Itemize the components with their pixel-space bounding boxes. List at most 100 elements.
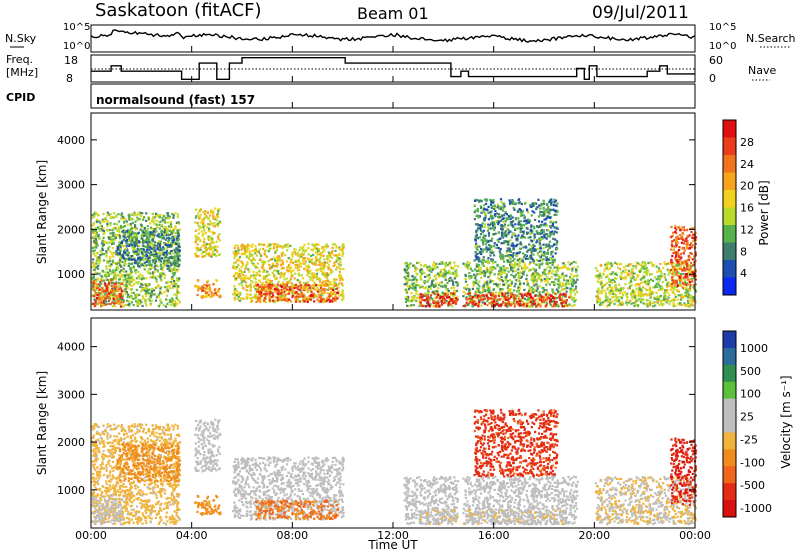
power-cell-0	[121, 273, 124, 277]
power-cell-5	[335, 260, 338, 263]
power-cell-7	[440, 261, 443, 264]
power-cell-5	[252, 270, 255, 274]
power-cell-7	[412, 282, 416, 285]
power-cell-0	[159, 252, 162, 255]
power-cell-9	[555, 231, 559, 234]
cpid-label: CPID	[6, 91, 35, 104]
power-cell-8	[554, 303, 557, 306]
power-cell-0	[169, 221, 172, 224]
power-cell-5	[316, 269, 319, 272]
power-cell-0	[147, 268, 150, 271]
power-cell-0	[130, 288, 133, 291]
power-cell-7	[498, 270, 501, 273]
power-cell-3	[212, 217, 215, 220]
power-cell-2	[127, 231, 130, 234]
power-cell-5	[261, 281, 264, 285]
power-cell-5	[272, 247, 275, 250]
power-cell-8	[520, 293, 523, 296]
power-cell-1	[103, 290, 106, 293]
power-cell-7	[483, 289, 486, 292]
power-cell-7	[406, 295, 410, 298]
power-cell-5	[322, 268, 325, 271]
power-cell-0	[118, 220, 121, 223]
power-cell-8	[427, 303, 430, 307]
power-cell-2	[162, 253, 165, 256]
power-cell-0	[96, 252, 99, 255]
power-cell-2	[151, 259, 154, 262]
power-cell-0	[100, 303, 103, 306]
power-cell-6	[336, 297, 339, 300]
power-cell-0	[129, 279, 132, 282]
power-cell-5	[289, 261, 292, 264]
power-cell-0	[129, 273, 132, 276]
power-cell-6	[271, 294, 275, 297]
power-cell-0	[93, 215, 96, 218]
power-cell-9	[487, 205, 490, 208]
power-cell-9	[483, 225, 486, 228]
power-cell-5	[250, 300, 254, 303]
power-cell-5	[321, 267, 324, 270]
power-cell-5	[296, 269, 300, 272]
power-cell-7	[505, 275, 508, 278]
power-cell-0	[141, 287, 144, 290]
power-cell-7	[506, 266, 509, 270]
power-cell-0	[174, 227, 177, 230]
power-cell-7	[532, 288, 535, 291]
power-cell-5	[274, 251, 277, 254]
power-cell-3	[203, 224, 206, 227]
power-cell-9	[510, 243, 513, 246]
power-cell-3	[210, 241, 213, 244]
power-cell-7	[518, 261, 521, 264]
power-cell-5	[324, 280, 327, 283]
nsky-tick-bottom: 10^0	[63, 41, 90, 52]
power-cell-9	[510, 236, 513, 239]
power-cell-5	[329, 281, 332, 284]
power-cell-7	[489, 302, 492, 305]
power-cell-5	[235, 278, 238, 281]
power-cell-0	[105, 250, 108, 253]
power-cell-0	[99, 254, 102, 257]
power-cell-7	[497, 286, 500, 289]
power-cell-7	[447, 304, 450, 307]
power-cell-0	[98, 290, 101, 293]
power-cell-5	[263, 262, 266, 265]
power-cell-2	[121, 230, 124, 233]
power-cell-0	[94, 246, 97, 249]
power-cell-7	[537, 277, 540, 280]
power-cell-0	[146, 288, 149, 291]
power-cell-8	[530, 304, 533, 307]
power-cell-2	[170, 242, 173, 245]
power-cell-5	[243, 247, 246, 250]
power-cell-4	[204, 287, 208, 290]
power-cell-0	[175, 283, 178, 286]
power-cell-9	[477, 256, 480, 259]
power-cell-9	[548, 245, 551, 248]
power-cell-7	[536, 297, 539, 300]
power-cell-7	[481, 291, 484, 294]
power-cell-5	[338, 248, 341, 251]
power-cell-7	[482, 285, 485, 288]
power-cell-5	[292, 269, 295, 272]
power-cell-7	[407, 275, 410, 278]
power-cell-5	[252, 264, 255, 267]
power-cell-5	[265, 288, 268, 291]
power-cell-5	[302, 300, 305, 303]
power-cell-7	[555, 288, 558, 291]
power-cell-7	[518, 292, 521, 295]
power-cell-7	[439, 270, 442, 273]
power-cell-8	[481, 294, 484, 297]
power-cell-0	[105, 254, 108, 257]
power-cell-0	[130, 296, 133, 299]
power-cell-5	[244, 252, 247, 255]
power-cell-8	[502, 300, 505, 303]
power-cell-3	[206, 247, 209, 250]
power-cell-0	[118, 234, 121, 237]
power-cell-5	[254, 249, 257, 252]
power-cell-2	[135, 260, 138, 263]
power-cell-7	[486, 285, 489, 288]
power-cell-5	[282, 275, 285, 278]
power-cell-7	[501, 295, 504, 298]
power-cell-8	[506, 302, 509, 305]
power-cell-5	[331, 250, 334, 253]
power-cell-5	[299, 246, 302, 249]
